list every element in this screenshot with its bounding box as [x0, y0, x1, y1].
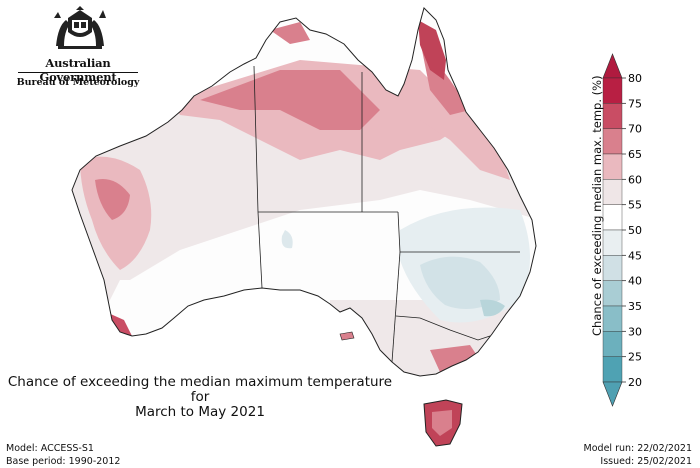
- kangaroo-island: [339, 331, 355, 341]
- band-35-40-southeast: [480, 299, 505, 317]
- legend-title: Chance of exceeding median max. temp. (%…: [590, 75, 604, 336]
- legend-tick-label: 60: [628, 173, 642, 186]
- band-70-75-cape-york: [418, 20, 446, 80]
- state-borders: [253, 65, 520, 363]
- legend-ticks: 80 75 70 65 60 55 50 45 40 35 30 25 20: [622, 72, 642, 389]
- sa-vic-border: [391, 251, 401, 363]
- band-45-50-central: [281, 230, 293, 249]
- government-logo: Australian Government Bureau of Meteorol…: [8, 6, 148, 92]
- issued-label: Issued: 25/02/2021: [600, 456, 692, 467]
- legend-tick-label: 45: [628, 249, 642, 262]
- tasmania-inner-band: [432, 410, 452, 436]
- issue-info: Model run: 22/02/2021 Issued: 25/02/2021: [584, 442, 692, 468]
- agency-name: Bureau of Meteorology: [16, 77, 140, 88]
- legend-colorbar: [602, 53, 623, 407]
- map-title: Chance of exceeding the median maximum t…: [0, 375, 400, 420]
- legend-tick-label: 70: [628, 123, 642, 136]
- band-65-70-north: [200, 70, 380, 130]
- legend-tick-label: 55: [628, 199, 642, 212]
- legend-under-arrow: [602, 381, 623, 407]
- legend-over-arrow: [602, 53, 623, 79]
- legend-tick-label: 25: [628, 351, 642, 364]
- legend-tick-label: 65: [628, 148, 642, 161]
- logo-divider: [18, 72, 138, 73]
- nsw-vic-border: [395, 315, 491, 341]
- legend-tick-label: 75: [628, 97, 642, 110]
- map-title-line-1: Chance of exceeding the median maximum t…: [7, 374, 393, 405]
- model-run-label: Model run: 22/02/2021: [583, 443, 692, 454]
- coat-of-arms-icon: [54, 6, 106, 49]
- legend-tick-label: 35: [628, 300, 642, 313]
- base-period-label: Base period: 1990-2012: [6, 456, 121, 467]
- legend-tick-label: 20: [628, 376, 642, 389]
- band-40-45-southeast: [420, 256, 500, 309]
- legend-tick-label: 40: [628, 275, 642, 288]
- band-65-70-west: [95, 179, 130, 220]
- model-info: Model: ACCESS-S1 Base period: 1990-2012: [6, 442, 120, 468]
- model-label: Model: ACCESS-S1: [6, 443, 94, 454]
- band-70-75-southwest: [106, 312, 132, 336]
- legend-tick-label: 50: [628, 224, 642, 237]
- government-name: Australian Government: [39, 56, 117, 84]
- legend-tick-label: 30: [628, 325, 642, 338]
- legend-tick-label: 80: [628, 72, 642, 85]
- map-title-line-2: March to May 2021: [135, 404, 265, 420]
- legend-swatch: [602, 356, 623, 383]
- mainland-coastline: [71, 7, 537, 377]
- band-65-70-victoria: [430, 345, 480, 372]
- band-65-70-top-end: [270, 22, 310, 44]
